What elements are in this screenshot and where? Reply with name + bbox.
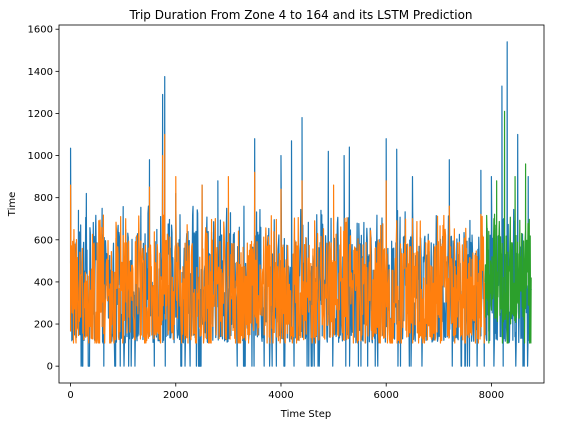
x-tick-label: 8000 xyxy=(479,390,504,401)
y-tick-label: 1600 xyxy=(28,25,53,36)
y-tick-label: 1200 xyxy=(28,109,53,120)
x-tick-label: 4000 xyxy=(268,390,293,401)
series-line-3 xyxy=(484,110,532,344)
y-tick-label: 800 xyxy=(34,193,53,204)
y-tick-label: 1000 xyxy=(28,151,53,162)
x-axis-label: Time Step xyxy=(280,409,331,420)
y-tick-label: 200 xyxy=(34,320,53,331)
x-tick-label: 2000 xyxy=(163,390,188,401)
series-line-2 xyxy=(69,133,486,344)
y-axis: 0 200 400 600 800 1000 1200 1400 1600 xyxy=(28,25,59,373)
x-tick-label: 0 xyxy=(67,390,73,401)
y-tick-label: 600 xyxy=(34,235,53,246)
x-tick-label: 6000 xyxy=(373,390,398,401)
y-tick-label: 1400 xyxy=(28,67,53,78)
plot-area xyxy=(58,24,545,384)
y-tick-label: 400 xyxy=(34,277,53,288)
x-axis: 0 2000 4000 6000 8000 xyxy=(67,383,504,401)
y-tick-label: 0 xyxy=(47,362,53,373)
chart-title: Trip Duration From Zone 4 to 164 and its… xyxy=(128,8,472,22)
series-group xyxy=(69,41,532,367)
plot-frame xyxy=(58,24,545,384)
y-axis-label: Time xyxy=(7,192,18,217)
